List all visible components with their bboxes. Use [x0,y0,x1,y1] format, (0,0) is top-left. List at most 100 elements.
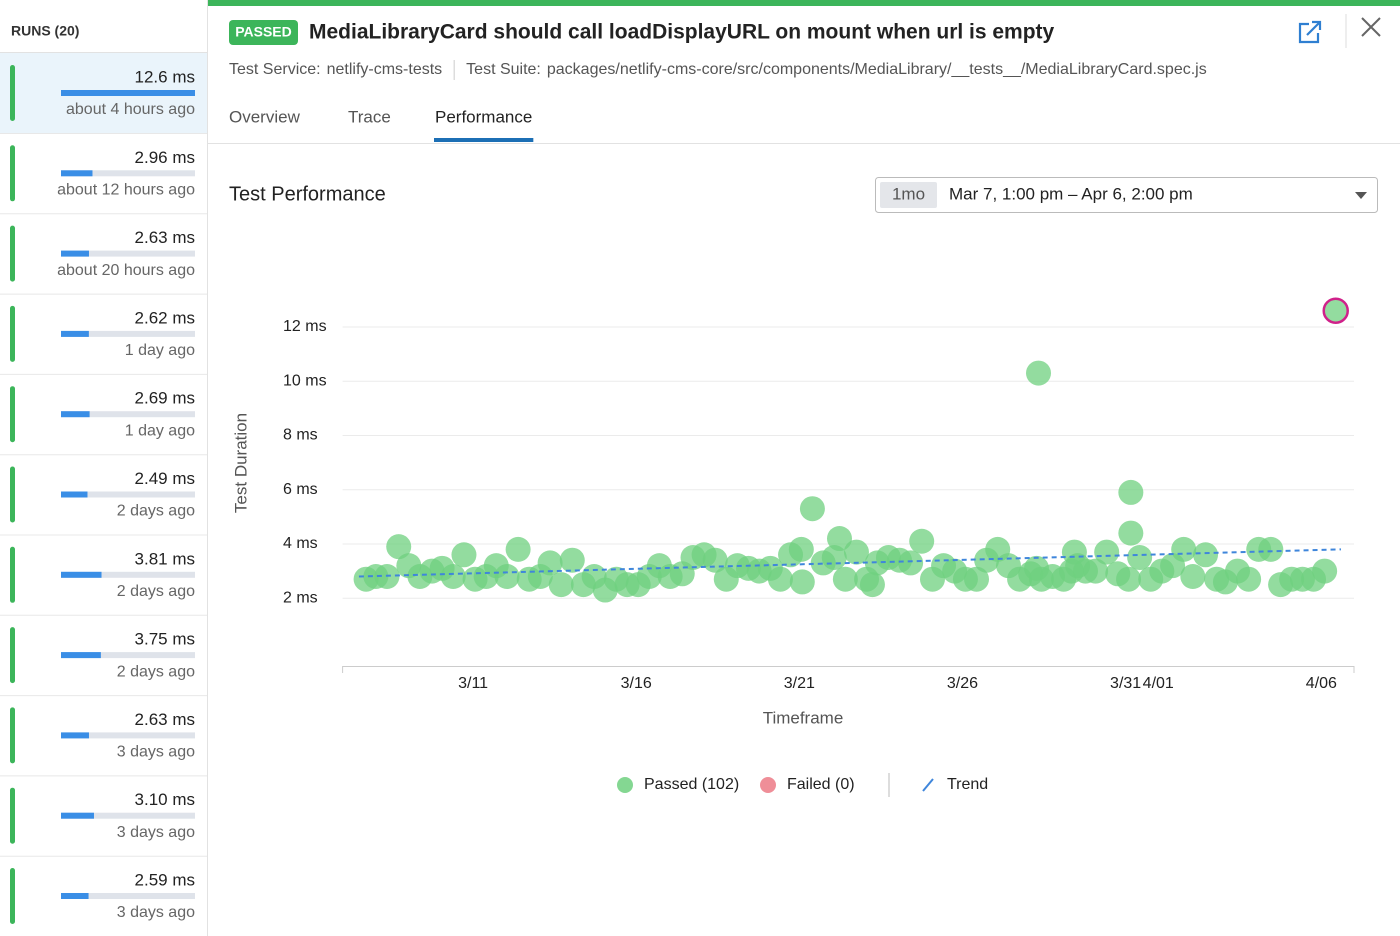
duration-bar [61,250,89,257]
run-duration[interactable]: 12.6 ms [135,67,195,86]
data-point[interactable] [767,566,793,592]
data-point[interactable] [1127,545,1153,571]
run-duration[interactable]: 2.69 ms [135,389,195,408]
run-duration[interactable]: 3.75 ms [135,630,195,649]
status-bar [10,707,15,764]
legend-label[interactable]: Trend [947,776,988,793]
status-bar [10,386,15,443]
range-badge [880,182,937,208]
data-point[interactable] [1094,539,1120,565]
run-duration[interactable]: 2.63 ms [135,228,195,247]
run-time: about 4 hours ago [66,101,195,118]
status-badge [229,20,298,45]
data-point[interactable] [832,566,858,592]
status-bar [10,225,15,282]
duration-bar [61,491,88,498]
run-duration[interactable]: 2.96 ms [135,148,195,167]
data-point[interactable] [1312,558,1338,584]
status-bar [10,65,15,121]
run-time: about 12 hours ago [57,182,195,199]
icon-arrow [1306,20,1322,36]
run-time: 3 days ago [117,744,195,761]
data-point[interactable] [1171,536,1197,562]
data-point[interactable] [799,496,825,522]
data-point[interactable] [1236,566,1262,592]
open-external-icon[interactable] [1298,20,1322,44]
run-duration[interactable]: 2.49 ms [135,469,195,488]
data-point[interactable] [1180,563,1206,589]
time-range-dropdown[interactable] [875,177,1378,213]
data-point[interactable] [788,536,814,562]
data-point[interactable] [451,542,477,568]
run-time: 1 day ago [125,422,195,439]
data-point[interactable] [505,536,531,562]
duration-track [61,330,195,337]
duration-bar [61,812,94,819]
test-title: MediaLibraryCard should call loadDisplay… [309,21,1055,44]
run-duration[interactable]: 3.10 ms [135,790,195,809]
x-tick-label: 3/26 [947,675,978,692]
data-point[interactable] [826,526,852,552]
legend-label[interactable]: Passed (102) [644,776,739,793]
data-point[interactable] [909,528,935,554]
data-point[interactable] [1026,360,1052,386]
status-bar [10,546,15,603]
run-duration[interactable]: 3.81 ms [135,549,195,568]
icon-box [1298,22,1320,44]
data-point[interactable] [1118,479,1144,505]
y-tick-label: 2 ms [283,589,318,606]
y-tick-label: 12 ms [283,318,327,335]
run-time: 2 days ago [117,583,195,600]
tab[interactable]: Performance [435,107,532,126]
data-point[interactable] [964,566,990,592]
duration-track [61,250,195,257]
data-point[interactable] [1258,536,1284,562]
data-point[interactable] [1116,566,1142,592]
data-point[interactable] [440,563,466,589]
run-duration[interactable]: 2.63 ms [135,710,195,729]
duration-track [61,893,195,899]
data-point[interactable] [898,550,924,576]
data-point[interactable] [1118,520,1144,546]
tab[interactable]: Trace [348,107,391,126]
y-tick-label: 10 ms [283,372,327,389]
data-point[interactable] [548,572,574,598]
data-point[interactable] [789,569,815,595]
status-bar [10,145,15,202]
data-point[interactable] [559,547,585,573]
range-badge-text: 1mo [892,184,925,203]
close-button[interactable] [1361,17,1381,37]
data-point[interactable] [1322,297,1349,324]
duration-track [61,170,195,177]
run-time: about 20 hours ago [57,262,195,279]
duration-bar [61,170,93,177]
data-point[interactable] [494,563,520,589]
dropdown-caret [1355,192,1367,199]
data-point[interactable] [537,550,563,576]
duration-bar [61,571,102,578]
data-point[interactable] [859,572,885,598]
duration-bar [61,411,90,418]
y-tick-label: 8 ms [283,427,318,444]
legend-label[interactable]: Failed (0) [787,776,855,793]
data-point[interactable] [1083,558,1109,584]
y-tick-label: 4 ms [283,535,318,552]
run-time: 3 days ago [117,904,195,921]
run-duration[interactable]: 2.62 ms [135,308,195,327]
x-tick-label: 3/11 [458,675,488,692]
duration-track [61,812,195,819]
y-axis-label: Test Duration [231,413,250,513]
duration-bar [61,330,89,337]
x-tick-label: 4/01 [1143,675,1174,692]
data-point[interactable] [843,539,869,565]
x-tick-label: 3/21 [784,675,815,692]
data-point[interactable] [1193,542,1219,568]
run-duration[interactable]: 2.59 ms [135,870,195,889]
status-stripe [208,0,1400,6]
tab[interactable]: Overview [229,107,301,126]
section-title: Test Performance [229,183,386,205]
data-point[interactable] [386,534,412,560]
status-text: PASSED [235,24,292,40]
